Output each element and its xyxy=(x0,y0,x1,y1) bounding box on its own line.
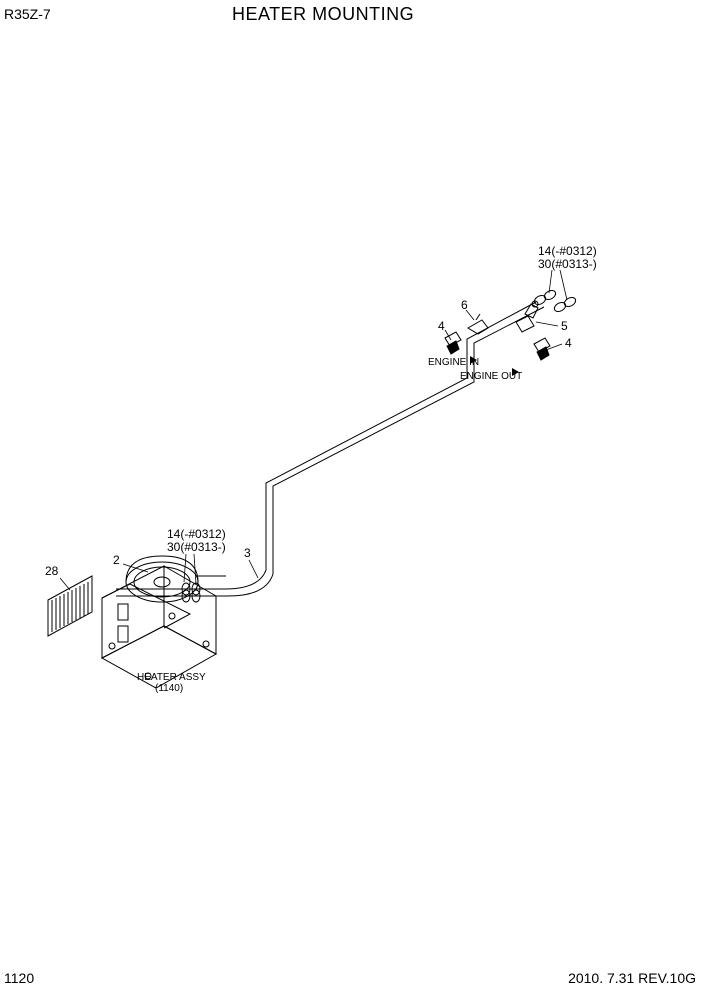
diagram-svg xyxy=(0,0,702,992)
fitting-6 xyxy=(468,314,488,334)
clamp-upper-1 xyxy=(533,289,557,307)
hose-lower xyxy=(116,307,544,596)
fitting-4a xyxy=(445,332,461,354)
filter-28 xyxy=(48,576,92,636)
leader-lines xyxy=(60,270,567,590)
arrow-engine-out xyxy=(512,368,519,376)
hose-upper xyxy=(116,302,536,589)
heater-assy xyxy=(102,556,226,688)
fitting-5 xyxy=(516,301,538,332)
clamp-upper-2 xyxy=(553,296,577,314)
